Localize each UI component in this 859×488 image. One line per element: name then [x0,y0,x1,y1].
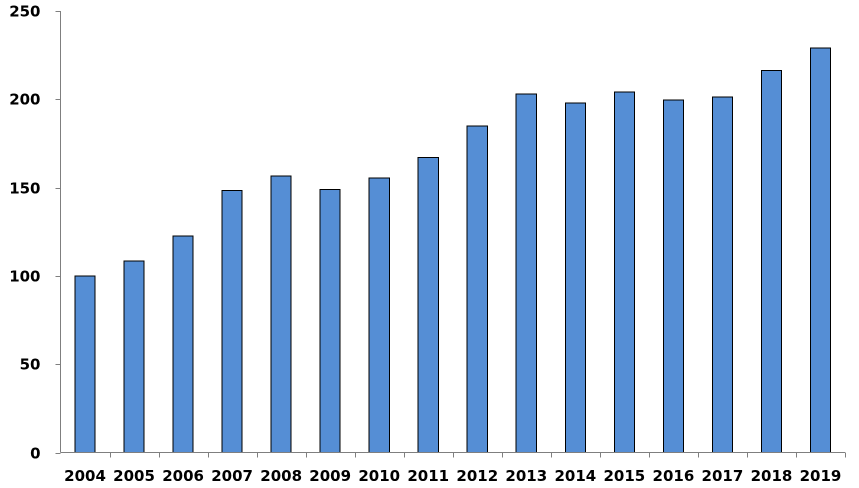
y-tick-label: 50 [20,356,41,374]
y-tick-label: 100 [9,268,40,286]
x-tick-label: 2010 [358,467,400,485]
bar-2009 [319,189,341,453]
bar-2012 [466,125,488,453]
bar-2016 [662,99,684,453]
x-tick-label: 2015 [603,467,645,485]
bar-2008 [270,175,292,453]
y-tick-label: 0 [30,445,40,463]
x-tick-label: 2006 [162,467,204,485]
x-tick-label: 2019 [800,467,842,485]
bar-2018 [760,70,783,454]
x-tick-label: 2009 [309,467,351,485]
x-tick-label: 2018 [751,467,793,485]
bar-2005 [123,260,145,453]
bar-2006 [172,235,194,453]
bar-2011 [417,157,439,453]
x-tick-label: 2016 [653,467,695,485]
y-tick-label: 150 [9,180,40,198]
x-tick-label: 2007 [211,467,253,485]
bar-2013 [515,93,537,453]
x-tick-label: 2005 [113,467,155,485]
x-tick-label: 2013 [505,467,547,485]
bar-2015 [613,91,635,453]
x-tick-label: 2011 [407,467,449,485]
x-tick-label: 2004 [64,467,106,485]
bar-2014 [564,102,586,453]
x-tick-label: 2008 [260,467,302,485]
x-tick-label: 2017 [702,467,744,485]
bar-2004 [74,275,96,453]
bar-2007 [221,190,243,453]
y-tick-label: 200 [9,91,40,109]
x-tick-label: 2014 [554,467,596,485]
y-axis-ticks: 0 50 100 150 200 250 [9,3,61,463]
x-tick-label: 2012 [456,467,498,485]
bars-group [74,47,832,454]
y-tick-label: 250 [9,3,40,21]
bar-2017 [711,96,733,453]
bar-2019 [809,47,832,453]
x-axis-ticks: 2004 2005 2006 2007 2008 2009 2010 2011 2012 2013… [64,452,846,485]
bar-2010 [368,177,390,453]
